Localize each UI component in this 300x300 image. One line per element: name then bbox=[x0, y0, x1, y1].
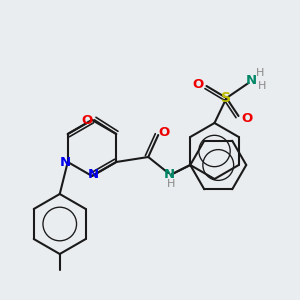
Text: O: O bbox=[193, 79, 204, 92]
Text: O: O bbox=[242, 112, 253, 124]
Text: H: H bbox=[256, 68, 265, 78]
Text: H: H bbox=[167, 179, 176, 189]
Text: N: N bbox=[60, 157, 71, 169]
Text: O: O bbox=[82, 113, 93, 127]
Text: O: O bbox=[159, 127, 170, 140]
Text: N: N bbox=[246, 74, 257, 86]
Text: H: H bbox=[258, 81, 267, 91]
Text: N: N bbox=[164, 169, 175, 182]
Text: N: N bbox=[87, 169, 99, 182]
Text: S: S bbox=[221, 91, 232, 105]
